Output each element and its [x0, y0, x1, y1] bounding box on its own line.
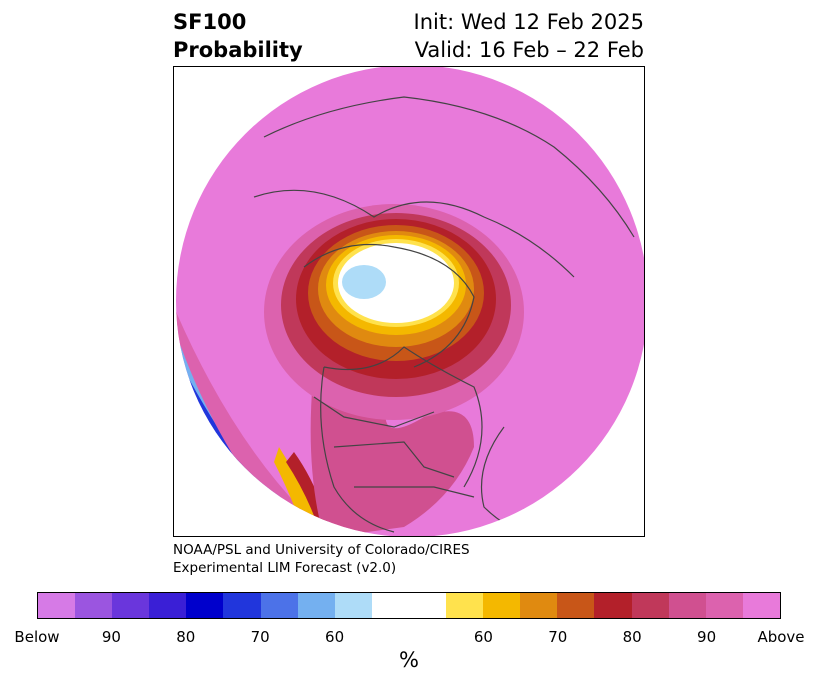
colorbar-segment [75, 593, 113, 618]
colorbar-segment [334, 593, 372, 618]
coastlines [253, 96, 635, 536]
title-line-1: SF100 [173, 10, 247, 34]
valid-range: Valid: 16 Feb – 22 Feb [414, 38, 644, 62]
credit-line-2: Experimental LIM Forecast (v2.0) [173, 560, 397, 576]
colorbar-segment [446, 593, 484, 618]
colorbar-unit: % [399, 648, 419, 672]
forecast-map [173, 66, 645, 537]
colorbar-segment [297, 593, 335, 618]
colorbar-tick-label: 80 [622, 628, 642, 646]
init-date: Init: Wed 12 Feb 2025 [413, 10, 644, 34]
colorbar-tick-label: 90 [697, 628, 717, 646]
colorbar-segment [223, 593, 261, 618]
core-neutral [338, 243, 454, 323]
colorbar-segment [631, 593, 669, 618]
colorbar-segment [38, 593, 76, 618]
colorbar-segment [483, 593, 521, 618]
colorbar-segment [594, 593, 632, 618]
title-dates: Init: Wed 12 Feb 2025 Valid: 16 Feb – 22… [414, 8, 644, 64]
colorbar-segment [149, 593, 187, 618]
title-line-2: Probability [173, 38, 303, 62]
colorbar-segment [668, 593, 706, 618]
colorbar-tick-label: 70 [250, 628, 270, 646]
colorbar-segment [742, 593, 780, 618]
colorbar [37, 592, 781, 619]
colorbar-tick-label: Above [757, 628, 805, 646]
colorbar-tick-label: Below [14, 628, 60, 646]
colorbar-segment [112, 593, 150, 618]
colorbar-tick-label: 60 [325, 628, 345, 646]
colorbar-segment [260, 593, 298, 618]
credit-line-1: NOAA/PSL and University of Colorado/CIRE… [173, 542, 470, 558]
title-variable: SF100 Probability [173, 8, 303, 64]
colorbar-tick-label: 80 [176, 628, 196, 646]
colorbar-segment [705, 593, 743, 618]
colorbar-tick-label: 70 [548, 628, 568, 646]
map-canvas [176, 67, 644, 536]
colorbar-segment [520, 593, 558, 618]
colorbar-segment [371, 593, 447, 618]
colorbar-tick-label: 60 [473, 628, 493, 646]
colorbar-segment [186, 593, 224, 618]
colorbar-segment [557, 593, 595, 618]
credit: NOAA/PSL and University of Colorado/CIRE… [173, 541, 470, 577]
colorbar-tick-label: 90 [101, 628, 121, 646]
core-below [342, 265, 386, 299]
